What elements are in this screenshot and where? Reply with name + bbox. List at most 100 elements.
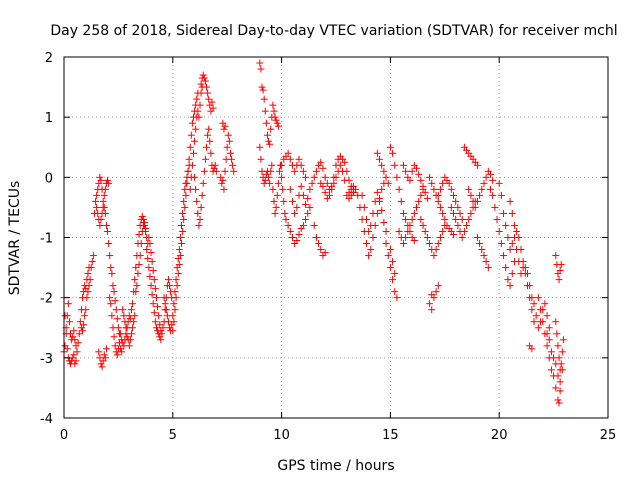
data-point xyxy=(467,209,475,217)
data-point xyxy=(107,300,115,308)
data-point xyxy=(489,176,497,184)
data-point xyxy=(476,191,484,199)
data-point xyxy=(269,101,277,109)
data-point xyxy=(125,342,133,350)
data-point xyxy=(95,348,103,356)
data-point xyxy=(99,197,107,205)
data-point xyxy=(261,107,269,115)
data-point xyxy=(434,282,442,290)
data-point xyxy=(265,137,273,145)
data-point xyxy=(450,230,458,238)
data-point xyxy=(486,170,494,178)
data-point xyxy=(493,215,501,223)
data-point xyxy=(454,203,462,211)
data-point xyxy=(193,197,201,205)
data-point xyxy=(495,179,503,187)
data-point xyxy=(133,282,141,290)
data-point xyxy=(139,215,147,223)
data-point xyxy=(484,264,492,272)
data-point xyxy=(176,234,184,241)
data-point xyxy=(554,396,562,404)
data-point xyxy=(288,234,296,241)
data-point xyxy=(376,194,384,202)
data-point xyxy=(73,348,81,356)
data-point xyxy=(295,230,303,238)
data-point xyxy=(224,131,232,139)
data-point xyxy=(192,125,200,133)
data-point xyxy=(517,246,525,254)
data-point xyxy=(386,264,394,272)
data-point xyxy=(84,270,92,278)
data-point xyxy=(260,95,268,103)
data-point xyxy=(293,237,301,245)
data-point xyxy=(508,240,516,248)
data-point xyxy=(410,209,418,217)
data-point xyxy=(460,227,468,235)
data-point xyxy=(147,249,155,257)
data-point xyxy=(88,258,96,266)
data-point xyxy=(123,333,131,341)
data-point xyxy=(415,197,423,205)
data-point xyxy=(417,176,425,184)
data-point xyxy=(109,324,117,332)
data-point xyxy=(160,294,168,302)
data-point xyxy=(81,312,89,320)
data-point xyxy=(185,155,193,163)
data-point xyxy=(134,270,142,278)
data-point xyxy=(441,215,449,223)
data-point xyxy=(391,270,399,278)
data-point xyxy=(218,179,226,187)
data-point xyxy=(175,246,183,254)
data-point xyxy=(92,197,100,205)
data-point xyxy=(556,378,564,386)
data-point xyxy=(306,185,314,193)
data-point xyxy=(220,125,228,133)
data-point xyxy=(393,173,401,181)
data-point xyxy=(270,107,278,115)
data-point xyxy=(504,276,512,284)
data-point xyxy=(417,191,425,199)
data-point xyxy=(426,173,434,181)
data-point xyxy=(278,161,286,169)
data-point xyxy=(274,122,282,130)
data-point xyxy=(108,270,116,278)
data-point xyxy=(266,179,274,187)
data-point xyxy=(122,324,130,332)
data-point xyxy=(102,345,110,353)
data-point xyxy=(131,276,139,284)
data-point xyxy=(556,387,564,395)
data-point xyxy=(369,209,377,217)
data-point xyxy=(386,143,394,151)
data-point xyxy=(113,315,121,323)
data-point xyxy=(193,95,201,103)
data-point xyxy=(182,191,190,199)
data-point xyxy=(74,339,82,347)
data-point xyxy=(534,294,542,302)
data-point xyxy=(194,209,202,217)
data-point xyxy=(306,203,314,211)
data-point xyxy=(191,173,199,181)
data-point xyxy=(184,167,192,175)
data-point xyxy=(537,306,545,314)
data-point xyxy=(179,227,187,235)
data-point xyxy=(439,179,447,187)
data-point xyxy=(257,65,265,73)
data-point xyxy=(502,221,510,229)
data-point xyxy=(65,318,73,326)
x-tick-labels: 0 5 10 15 20 25 xyxy=(60,428,616,443)
data-point xyxy=(267,125,275,133)
data-point xyxy=(204,89,212,97)
data-point xyxy=(71,336,79,344)
data-point xyxy=(552,318,560,326)
data-point xyxy=(519,258,527,266)
data-point xyxy=(158,330,166,338)
data-point xyxy=(406,176,414,184)
data-point xyxy=(155,312,163,320)
data-point xyxy=(189,149,197,157)
data-point xyxy=(143,246,151,254)
data-point xyxy=(399,240,407,248)
data-point xyxy=(126,315,134,323)
data-point xyxy=(380,218,388,226)
data-point xyxy=(106,252,114,260)
